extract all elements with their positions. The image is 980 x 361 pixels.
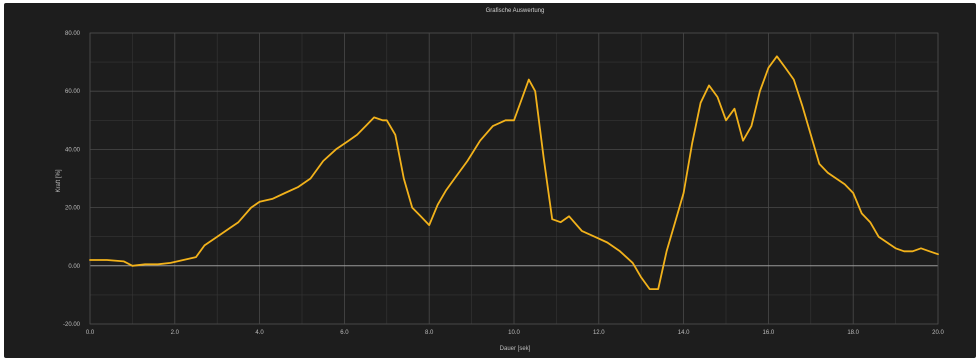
y-tick-label: 80.00 <box>65 31 81 37</box>
x-tick-label: 2.0 <box>171 330 180 336</box>
y-tick-label: 60.00 <box>65 89 81 95</box>
series-layer <box>89 55 939 291</box>
x-tick-label: 18.0 <box>847 330 859 336</box>
x-tick-label: 6.0 <box>340 330 349 336</box>
y-tick-label: -20.00 <box>63 322 81 328</box>
x-tick-label: 8.0 <box>425 330 434 336</box>
major-grid <box>89 32 939 325</box>
chart-title: Grafische Auswertung <box>486 8 545 14</box>
x-tick-label: 16.0 <box>763 330 775 336</box>
y-tick-label: 40.00 <box>65 147 81 153</box>
x-tick-label: 12.0 <box>593 330 605 336</box>
x-tick-label: 10.0 <box>508 330 520 336</box>
series-line <box>89 55 939 291</box>
x-tick-label: 20.0 <box>932 330 944 336</box>
x-tick-label: 0.0 <box>86 330 95 336</box>
y-tick-label: 20.00 <box>65 206 81 212</box>
plot-border <box>89 32 939 325</box>
y-axis-label: Kraft [%] <box>56 169 62 192</box>
x-tick-label: 14.0 <box>678 330 690 336</box>
x-axis-ticks: 0.0 2.0 4.0 6.0 8.0 10.0 12.0 14.0 16.0 18.0 20.0 <box>86 330 945 336</box>
y-axis-ticks: -20.00 0.00 20.00 40.00 60.00 80.00 <box>63 31 81 328</box>
x-axis-label: Dauer [sek] <box>500 346 531 352</box>
x-tick-label: 4.0 <box>255 330 264 336</box>
y-tick-label: 0.00 <box>68 264 80 270</box>
